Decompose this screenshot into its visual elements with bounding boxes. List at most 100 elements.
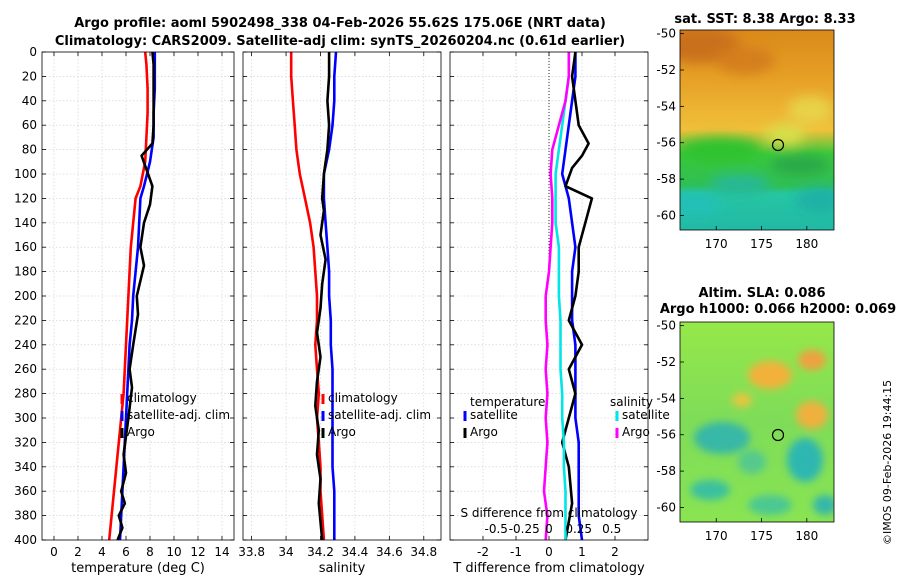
x-tick-label: 1 [578, 545, 586, 559]
series-argo [313, 52, 331, 541]
y-tick-label: 140 [14, 216, 37, 230]
legend-title: salinity [610, 395, 653, 409]
y-tick-label: 380 [14, 509, 37, 523]
y-tick-label: 20 [22, 69, 37, 83]
x-tick-label: 14 [214, 545, 229, 559]
map-x-tick-label: 170 [705, 237, 728, 251]
sst-map: sat. SST: 8.38 Argo: 8.33 -50-52-54-56-5… [656, 12, 855, 251]
x-axis-label: salinity [319, 561, 366, 576]
map-y-tick-label: -50 [656, 319, 676, 333]
legend-label: satellite-adj. clim [328, 408, 431, 422]
figure-title-line2: Climatology: CARS2009. Satellite-adj cli… [55, 34, 625, 49]
map-y-tick-label: -52 [656, 355, 676, 369]
map-y-tick-label: -52 [656, 63, 676, 77]
series-salinity-argo [542, 52, 571, 541]
sla-field [680, 322, 834, 522]
y-tick-label: 220 [14, 313, 37, 327]
salinity-panel: 33.8 34 34.2 34.4 34.6 34.8 salinity climatolog… [238, 51, 442, 576]
map-y-tick-label: -60 [656, 208, 676, 222]
x-tick-label: 34.2 [307, 545, 334, 559]
sst-map-title: sat. SST: 8.38 Argo: 8.33 [674, 12, 855, 27]
legend-label: satellite [622, 408, 670, 422]
map-y-tick-label: -56 [656, 428, 676, 442]
sst-map-axes: -50 -52 -54 -56 -58 -60 170 175 180 [656, 27, 818, 251]
series-temperature-satellite [560, 52, 584, 541]
series-argo [116, 51, 155, 541]
x-tick-label: 2 [74, 545, 82, 559]
x-tick-label: 0 [50, 545, 58, 559]
x-tick-label: 10 [166, 545, 181, 559]
series-climatology [289, 52, 326, 541]
y-tick-label: 40 [22, 94, 37, 108]
top-tick-label: 0.25 [565, 522, 592, 536]
y-tick-label: 280 [14, 387, 37, 401]
top-tick-label: 0 [545, 522, 553, 536]
sla-profile-marker [771, 428, 785, 442]
x-tick-label: 33.8 [238, 545, 265, 559]
legend-label: satellite [470, 408, 518, 422]
map-y-tick-label: -54 [656, 391, 676, 405]
x-tick-label: 34.4 [342, 545, 369, 559]
map-x-tick-label: 180 [795, 529, 818, 543]
legend-label: climatology [328, 391, 398, 405]
panel-frame [41, 51, 235, 541]
x-tick-label: 8 [146, 545, 154, 559]
y-tick-label: 180 [14, 265, 37, 279]
y-tick-label: 100 [14, 167, 37, 181]
legend-label: satellite-adj. clim [127, 408, 230, 422]
x-axis-label: T difference from climatology [452, 561, 645, 576]
y-tick-label: 200 [14, 289, 37, 303]
map-y-tick-label: -58 [656, 172, 676, 186]
map-y-tick-label: -50 [656, 27, 676, 41]
map-y-tick-label: -58 [656, 464, 676, 478]
x-tick-label: 34 [278, 545, 293, 559]
y-tick-label: 160 [14, 240, 37, 254]
y-tick-label: 340 [14, 460, 37, 474]
sla-map-title-line2: Argo h1000: 0.066 h2000: 0.069 [660, 302, 896, 317]
top-tick-label: -0.5 [484, 522, 507, 536]
legend-label: Argo [470, 425, 498, 439]
legend-title: temperature [470, 395, 545, 409]
sla-map-axes: -50 -52 -54 -56 -58 -60 170 175 180 [656, 319, 818, 543]
map-x-tick-label: 170 [705, 529, 728, 543]
series-salinity-satellite [554, 52, 571, 540]
map-y-tick-label: -54 [656, 99, 676, 113]
x-tick-label: 4 [98, 545, 106, 559]
x-tick-label: -2 [477, 545, 489, 559]
legend-label: Argo [127, 425, 155, 439]
y-tick-label: 300 [14, 411, 37, 425]
y-tick-label: 400 [14, 533, 37, 547]
imos-credit: ©IMOS 09-Feb-2026 19:44:15 [881, 380, 894, 545]
y-tick-label: 80 [22, 143, 37, 157]
x-tick-label: 34.6 [376, 545, 403, 559]
legend-label: Argo [622, 425, 650, 439]
sst-map-frame [679, 29, 835, 231]
x-tick-label: 12 [190, 545, 205, 559]
sla-map-title-line1: Altim. SLA: 0.086 [699, 286, 826, 301]
y-tick-label: 360 [14, 484, 37, 498]
top-tick-label: 0.5 [602, 522, 621, 536]
map-x-tick-label: 175 [750, 237, 773, 251]
series-satellite-adj-clim [322, 51, 338, 540]
y-tick-label: 240 [14, 338, 37, 352]
x-tick-label: 2 [611, 545, 619, 559]
y-tick-label: 0 [29, 45, 37, 59]
y-tick-label: 120 [14, 191, 37, 205]
x-tick-label: 6 [122, 545, 130, 559]
x-tick-label: 34.8 [410, 545, 437, 559]
map-y-tick-label: -56 [656, 136, 676, 150]
y-tick-label: 60 [22, 118, 37, 132]
x-tick-label: -1 [510, 545, 522, 559]
top-axis-label: S difference from climatology [461, 506, 638, 520]
x-tick-label: 0 [545, 545, 553, 559]
series-climatology [107, 51, 149, 541]
y-tick-label: 320 [14, 435, 37, 449]
map-x-tick-label: 175 [750, 529, 773, 543]
map-x-tick-label: 180 [795, 237, 818, 251]
figure-title-line1: Argo profile: aoml 5902498_338 04-Feb-20… [74, 16, 606, 31]
sla-map: Altim. SLA: 0.086 Argo h1000: 0.066 h200… [656, 286, 896, 543]
top-tick-label: -0.25 [509, 522, 540, 536]
sst-field [680, 30, 834, 230]
map-y-tick-label: -60 [656, 500, 676, 514]
